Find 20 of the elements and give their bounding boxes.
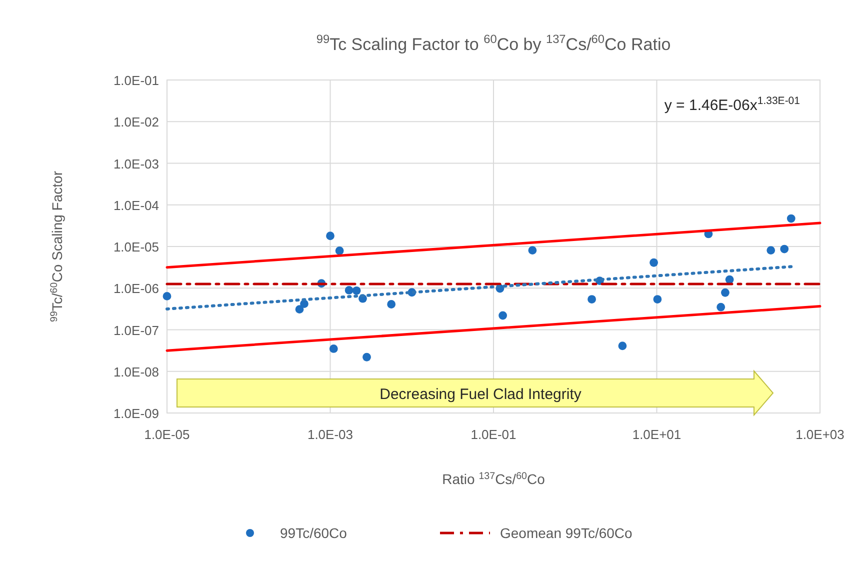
y-tick-label: 1.0E-02 [113, 114, 159, 130]
x-tick-label: 1.0E+03 [796, 427, 844, 442]
y-tick-label: 1.0E-05 [113, 240, 159, 254]
x-tick-label: 1.0E-03 [307, 427, 354, 442]
y-tick-label: 1.0E-03 [113, 156, 159, 172]
legend-label: 99Tc/60Co [280, 525, 348, 541]
x-tick-label: 1.0E+01 [632, 427, 682, 442]
annotation: y = 1.46E-06x$^{1.33E-01}$ [664, 95, 800, 114]
y-tick-label: 1.0E-09 [113, 406, 159, 421]
x-tick-label: 1.0E-01 [470, 427, 516, 442]
legend-label: Geomean 99Tc/60Co [500, 525, 633, 541]
y-tick-label: 1.0E-06 [113, 281, 159, 296]
y-tick-label: 1.0E-07 [113, 322, 159, 338]
y-tick-label: 1.0E-01 [113, 73, 159, 88]
x-tick-label: 1.0E-05 [144, 427, 190, 442]
y-tick-label: 1.0E-08 [113, 364, 159, 380]
annotation: Decreasing Fuel Clad Integrity [380, 386, 582, 403]
y-tick-label: 1.0E-04 [113, 198, 159, 213]
chart-title: $^{99}$Tc Scaling Factor to $^{60}$Co by $^{137}$Cs/$^{60}$Co Ratio [316, 32, 671, 54]
x-axis-title: Ratio $^{137}$Cs/$^{60}$Co [442, 470, 546, 487]
